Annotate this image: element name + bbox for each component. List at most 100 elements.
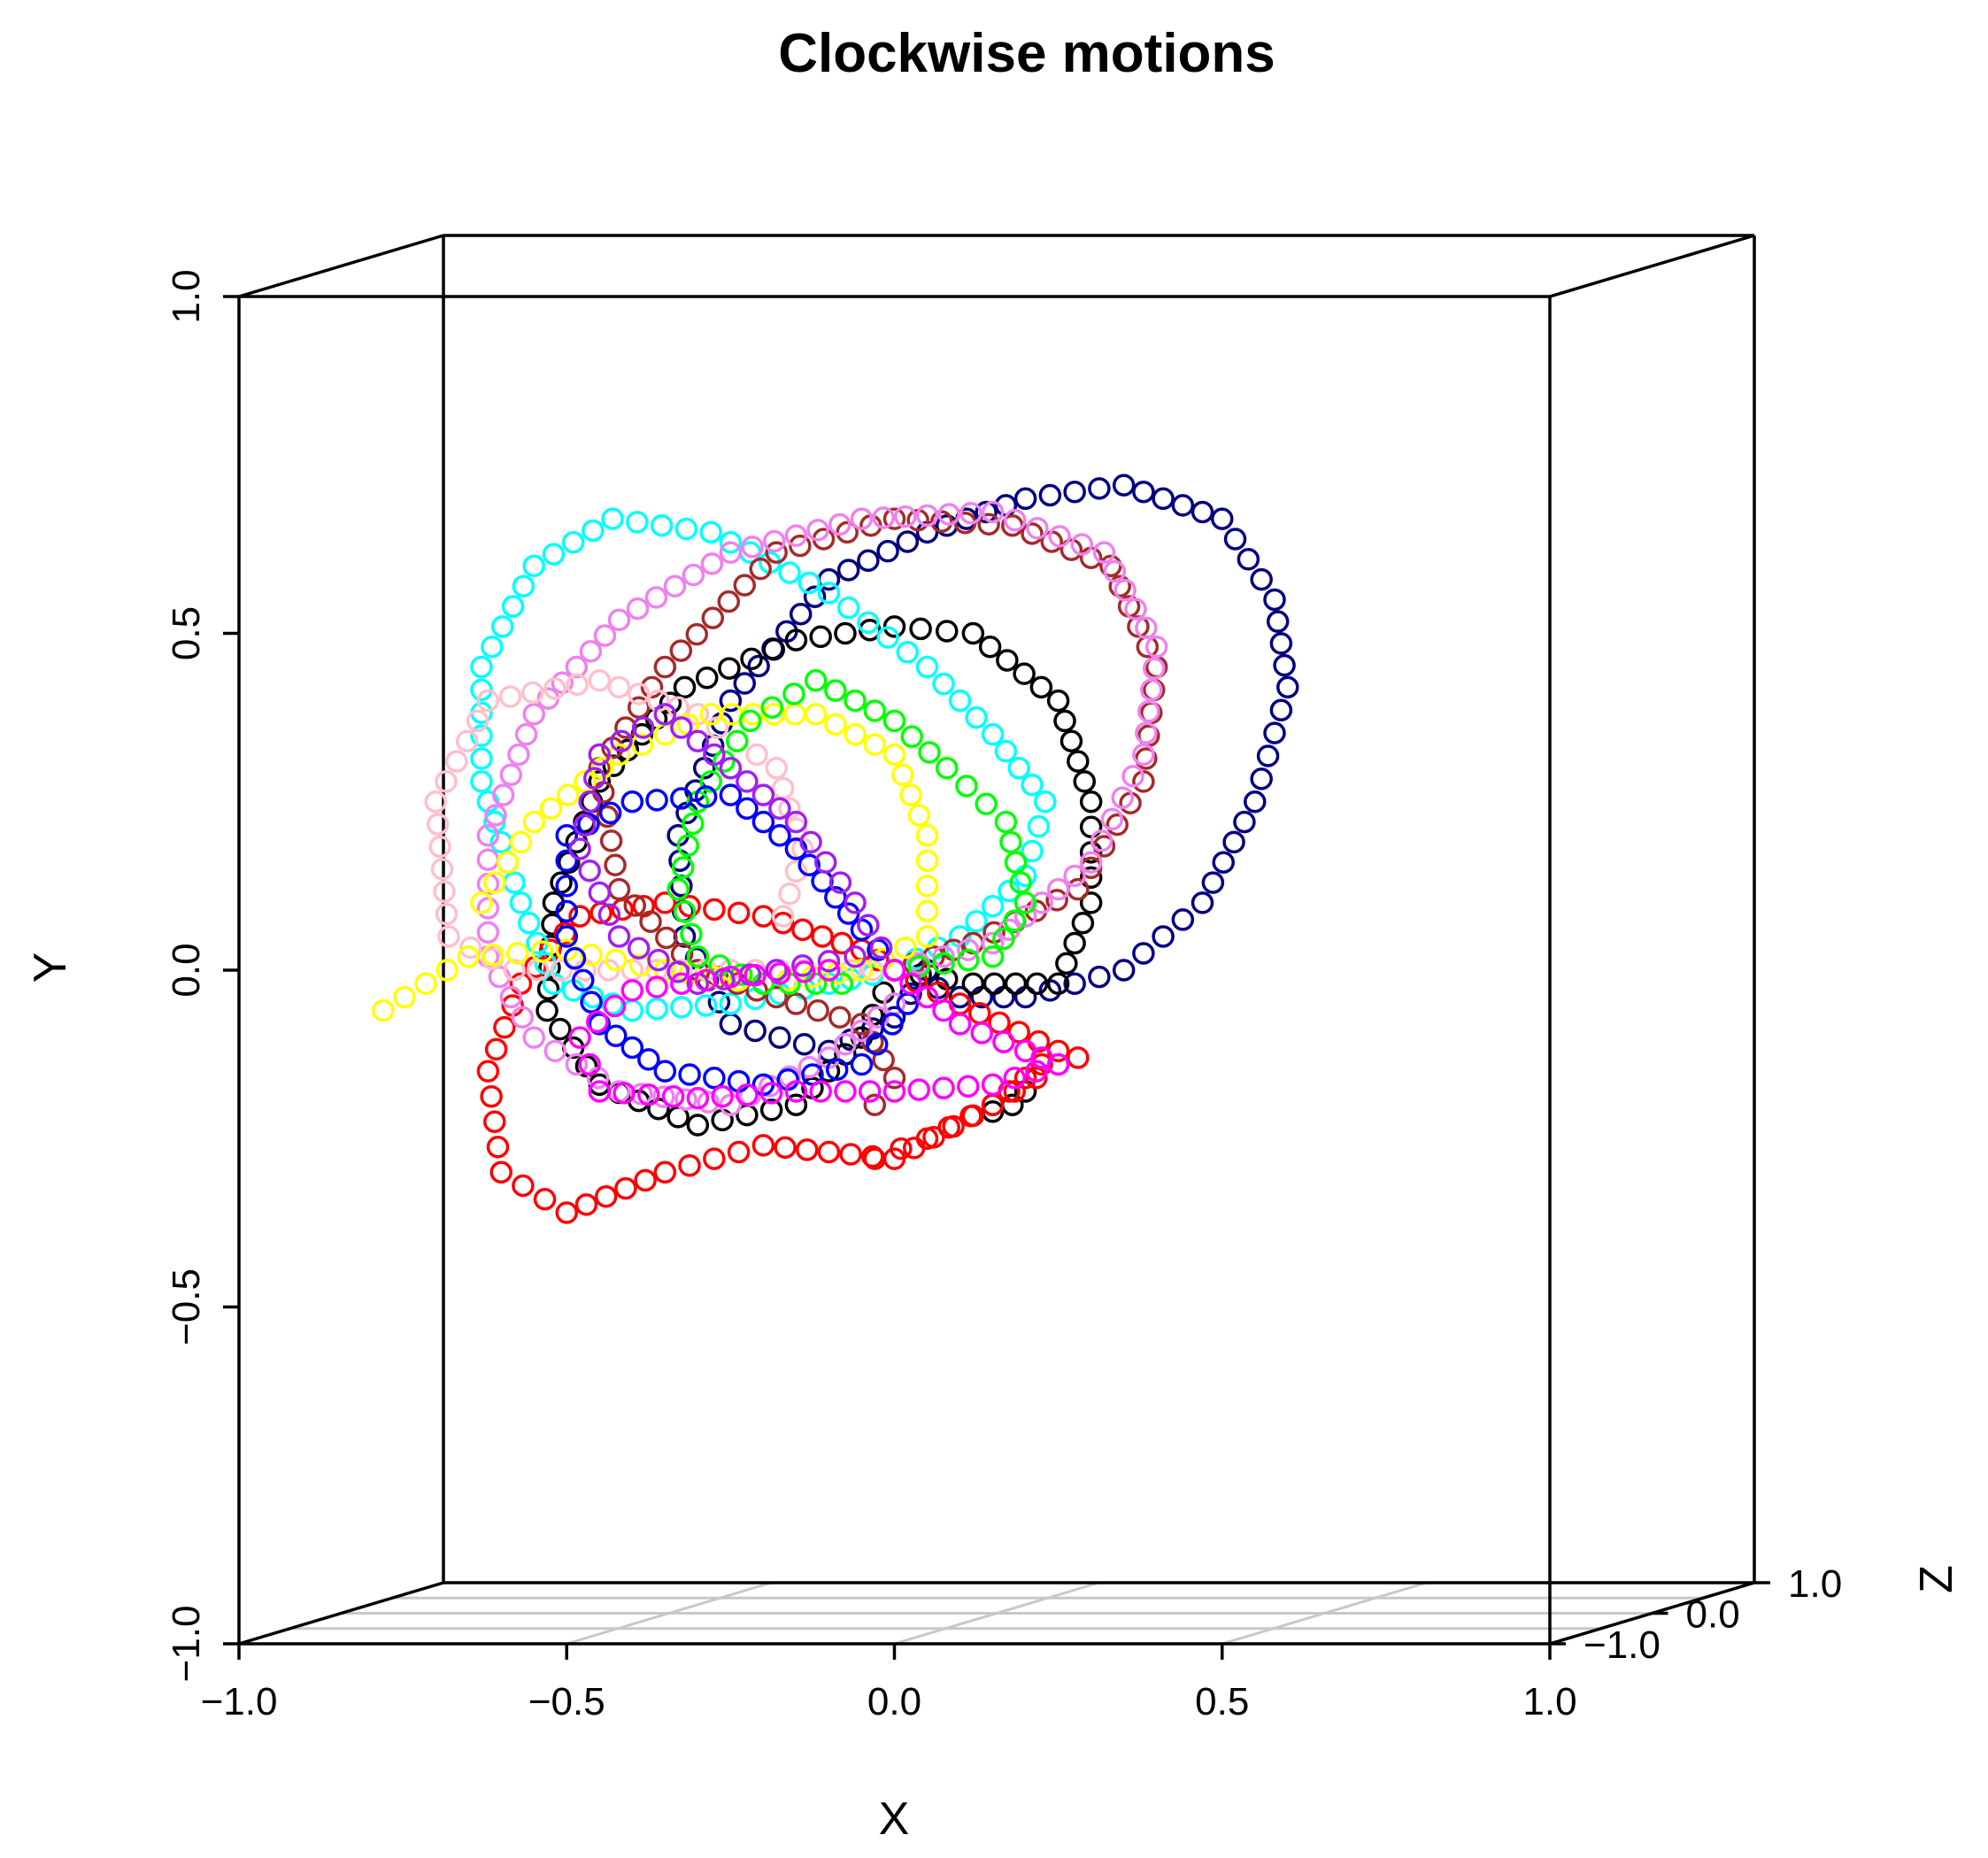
data-point xyxy=(580,944,603,967)
data-point xyxy=(597,903,621,926)
data-point xyxy=(1256,744,1280,767)
data-point xyxy=(1029,675,1053,699)
data-point xyxy=(760,696,784,719)
series-trajectory xyxy=(476,891,1070,1224)
data-point xyxy=(686,1086,710,1110)
data-point xyxy=(907,804,931,827)
data-point xyxy=(1025,972,1049,995)
data-point xyxy=(491,783,515,806)
data-point xyxy=(655,926,678,950)
data-point xyxy=(899,783,922,806)
data-point xyxy=(828,513,851,536)
data-point xyxy=(1132,942,1155,965)
data-point xyxy=(981,500,1005,524)
data-point xyxy=(484,1037,508,1061)
data-point xyxy=(719,965,743,989)
data-point xyxy=(599,829,623,852)
data-point xyxy=(825,1058,849,1081)
data-point xyxy=(701,606,725,629)
data-point xyxy=(1059,729,1083,753)
data-point xyxy=(703,1067,726,1090)
data-point xyxy=(1099,554,1122,578)
data-point xyxy=(610,729,633,753)
data-point xyxy=(671,856,695,879)
data-point xyxy=(996,649,1019,672)
data-point xyxy=(1071,911,1095,935)
data-point xyxy=(1108,574,1131,597)
data-point xyxy=(741,536,764,559)
data-point xyxy=(511,1006,535,1029)
data-point xyxy=(736,770,759,793)
data-point xyxy=(982,972,1006,995)
data-point xyxy=(1103,559,1127,583)
data-point xyxy=(861,1145,884,1168)
data-point xyxy=(594,1184,618,1208)
data-point xyxy=(876,539,899,563)
data-point xyxy=(711,1084,734,1108)
data-point xyxy=(915,504,939,528)
data-point xyxy=(1135,721,1158,744)
data-point xyxy=(476,824,500,847)
data-point xyxy=(836,596,860,620)
data-point xyxy=(1063,972,1086,995)
data-point xyxy=(915,985,939,1009)
data-point xyxy=(565,1052,589,1076)
data-point xyxy=(703,1147,726,1170)
data-point xyxy=(1079,790,1103,813)
data-point xyxy=(1212,851,1235,874)
data-point xyxy=(543,1039,567,1063)
data-point xyxy=(828,871,852,894)
data-point xyxy=(882,709,906,733)
data-point xyxy=(1269,698,1293,722)
y-tick-label: 0.0 xyxy=(165,943,208,997)
data-point xyxy=(517,911,541,935)
data-point xyxy=(844,945,867,968)
data-point xyxy=(699,770,722,793)
data-point xyxy=(1046,877,1070,901)
data-point xyxy=(981,894,1005,918)
data-point xyxy=(975,792,998,816)
data-point xyxy=(1025,1060,1048,1083)
data-point xyxy=(915,849,939,873)
data-point xyxy=(607,675,631,699)
data-point xyxy=(620,1036,644,1060)
data-point xyxy=(644,586,668,609)
x-tick-label: 0.0 xyxy=(867,1680,921,1723)
data-point xyxy=(839,1143,862,1166)
data-point xyxy=(736,1083,759,1106)
data-point xyxy=(647,689,670,713)
data-point xyxy=(1013,487,1037,511)
data-point xyxy=(578,860,601,883)
data-point xyxy=(999,830,1022,854)
data-point xyxy=(1121,765,1144,788)
data-point xyxy=(836,520,859,544)
data-point xyxy=(470,724,493,747)
data-point xyxy=(1132,480,1155,504)
data-point xyxy=(719,541,743,564)
data-point xyxy=(1233,810,1256,834)
data-point xyxy=(740,647,763,671)
y-tick-label: −0.5 xyxy=(165,1268,208,1345)
data-point xyxy=(501,595,525,618)
data-point xyxy=(792,960,816,983)
data-point xyxy=(1127,615,1150,638)
data-point xyxy=(948,1013,972,1036)
data-point xyxy=(882,1080,906,1103)
data-point xyxy=(480,1084,503,1108)
data-point xyxy=(533,1187,557,1211)
data-point xyxy=(568,837,591,860)
data-point xyxy=(674,1088,697,1111)
data-point xyxy=(476,897,500,920)
z-tick-label: 1.0 xyxy=(1788,1562,1842,1606)
data-point xyxy=(670,996,693,1019)
data-point xyxy=(857,914,880,937)
data-point xyxy=(563,946,587,970)
data-point xyxy=(543,677,566,700)
data-point xyxy=(768,1026,791,1049)
z-tick-label: −1.0 xyxy=(1583,1623,1661,1667)
data-point xyxy=(661,1084,685,1108)
data-point xyxy=(733,574,756,597)
data-point xyxy=(828,1006,851,1029)
data-point xyxy=(555,899,578,923)
data-point xyxy=(631,716,655,739)
